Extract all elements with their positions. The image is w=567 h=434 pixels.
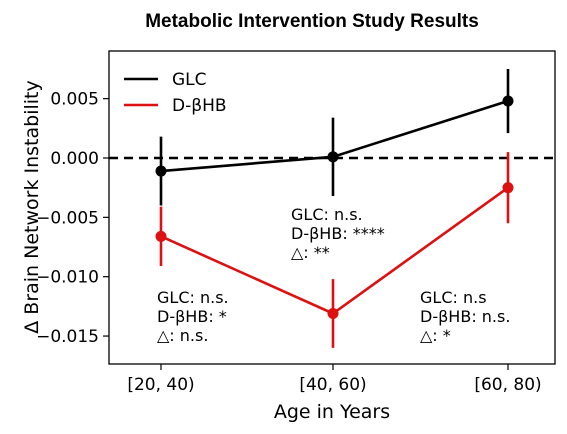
legend-label-dbhb: D-βHB xyxy=(172,96,227,116)
y-tick-label: 0.005 xyxy=(50,90,99,110)
annotation-line: D-βHB: **** xyxy=(291,224,385,243)
annotation-line: GLC: n.s xyxy=(420,288,487,307)
annotation-line: D-βHB: * xyxy=(157,307,227,326)
y-axis-label: Δ Brain Network Instability xyxy=(21,80,43,334)
y-tick-label: −0.010 xyxy=(36,268,99,288)
data-point-dbhb xyxy=(502,182,514,194)
annotation-line: GLC: n.s. xyxy=(291,205,363,224)
chart-title: Metabolic Intervention Study Results xyxy=(145,11,479,32)
x-tick-label: [40, 60) xyxy=(299,375,366,395)
data-point-glc xyxy=(155,165,167,177)
data-point-glc xyxy=(502,95,514,107)
x-axis: [20, 40) [40, 60) [60, 80) xyxy=(127,364,542,395)
y-tick-label: 0.000 xyxy=(50,149,99,169)
plot-area xyxy=(109,68,555,348)
annotations: GLC: n.s.D-βHB: *△: n.s.GLC: n.s.D-βHB: … xyxy=(157,205,510,345)
annotation-line: △: ** xyxy=(291,243,330,262)
y-tick-label: −0.015 xyxy=(36,327,99,347)
x-tick-label: [60, 80) xyxy=(474,375,541,395)
annotation-line: D-βHB: n.s. xyxy=(420,307,510,326)
annotation-line: GLC: n.s. xyxy=(157,288,229,307)
data-point-dbhb xyxy=(327,307,339,319)
plot-frame xyxy=(108,50,556,365)
x-axis-label: Age in Years xyxy=(274,401,390,423)
legend: GLC D-βHB xyxy=(124,70,227,116)
data-point-glc xyxy=(327,151,339,163)
data-point-dbhb xyxy=(155,230,167,242)
y-axis: 0.005 0.000 −0.005 −0.010 −0.015 xyxy=(36,90,109,347)
annotation-line: △: * xyxy=(420,326,451,345)
y-tick-label: −0.005 xyxy=(36,208,99,228)
annotation-line: △: n.s. xyxy=(157,326,208,345)
legend-label-glc: GLC xyxy=(172,70,207,90)
x-tick-label: [20, 40) xyxy=(127,375,194,395)
